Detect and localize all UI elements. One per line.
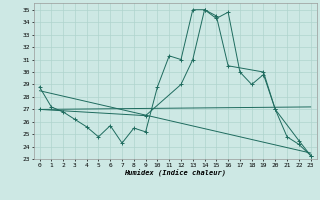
X-axis label: Humidex (Indice chaleur): Humidex (Indice chaleur) xyxy=(124,169,226,177)
